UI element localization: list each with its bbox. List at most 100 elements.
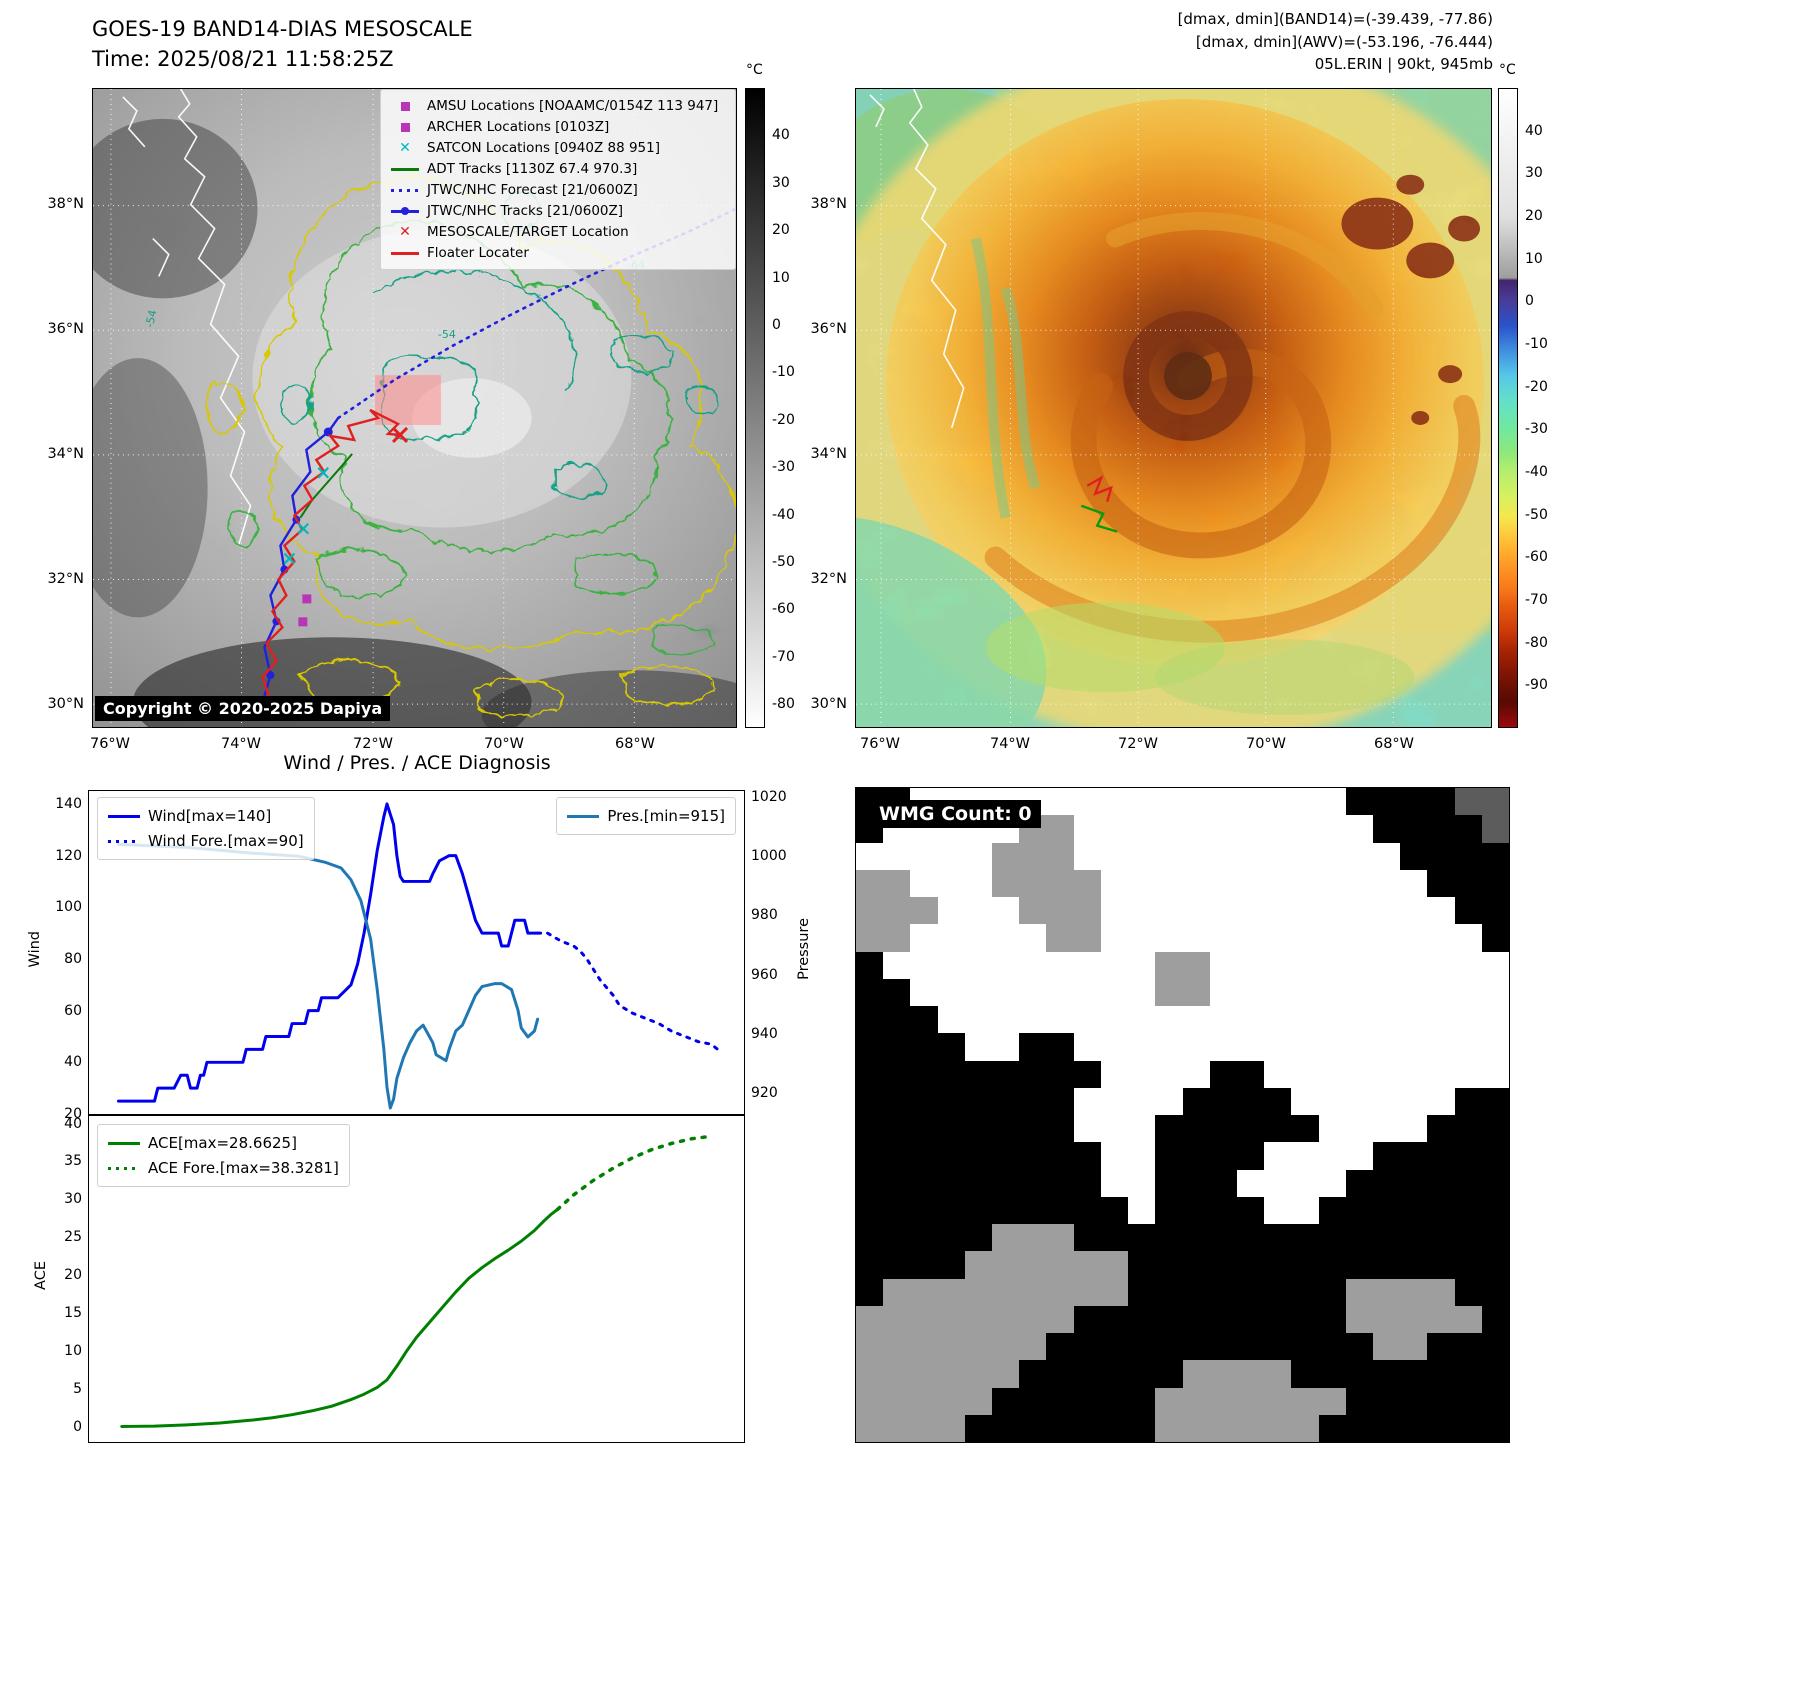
wmg-cell — [1100, 1087, 1129, 1115]
lat-tick-label: 30°N — [47, 696, 84, 712]
wmg-cell — [1264, 1169, 1292, 1197]
wmg-cell — [964, 1006, 993, 1034]
wmg-cell — [1019, 1224, 1047, 1252]
wmg-cell — [1236, 978, 1265, 1006]
wmg-cell — [1128, 1169, 1156, 1197]
satcon-markers — [283, 467, 330, 565]
wmg-cell — [1128, 1360, 1156, 1388]
wmg-cell — [1100, 1196, 1129, 1224]
legend-label: ACE Fore.[max=38.3281] — [148, 1159, 339, 1177]
wmg-cell — [1454, 897, 1482, 925]
legend-label: AMSU Locations [NOAAMC/0154Z 113 947] — [427, 98, 719, 114]
wmg-cell — [1481, 1169, 1509, 1197]
graticule — [856, 89, 1491, 727]
line-marker — [391, 162, 419, 176]
y-tick-label: 20 — [64, 1106, 82, 1122]
wmg-cell — [856, 1278, 884, 1306]
wmg-cell — [1073, 1087, 1101, 1115]
wmg-cell — [1454, 1333, 1482, 1361]
wmg-cell — [1291, 1033, 1319, 1061]
wmg-cell — [992, 897, 1020, 925]
wmg-cell — [1454, 1251, 1482, 1279]
wmg-cell — [1264, 1414, 1292, 1442]
wmg-cell — [1318, 1333, 1346, 1361]
wind-pressure-chart: Wind[max=140] Wind Fore.[max=90] Pres.[mi… — [27, 789, 812, 1122]
map-legend-item: ✕ MESOSCALE/TARGET Location — [391, 222, 725, 242]
colorbar-tick-label: 30 — [772, 174, 790, 191]
wmg-cell — [937, 897, 965, 925]
wmg-cell — [1481, 1305, 1509, 1333]
wmg-cell — [1400, 1033, 1428, 1061]
wmg-cell — [1182, 897, 1210, 925]
wmg-cell — [1264, 1196, 1292, 1224]
wmg-cell — [1073, 1033, 1101, 1061]
wmg-cell — [1481, 842, 1509, 870]
wmg-cell — [1128, 788, 1156, 816]
pressure-axis-label: Pressure — [796, 917, 812, 980]
series-ace — [120, 1208, 559, 1428]
wmg-cell — [1236, 869, 1265, 897]
wmg-cell — [1400, 1278, 1428, 1306]
wmg-cell — [1100, 1333, 1129, 1361]
wmg-count-label: WMG Count: 0 — [870, 800, 1041, 828]
y-tick-label: 30 — [64, 1191, 82, 1208]
wmg-cell — [964, 897, 993, 925]
y-tick-label: 1000 — [751, 848, 787, 865]
wmg-cell — [1128, 1006, 1156, 1034]
wmg-cell — [1291, 1115, 1319, 1143]
wmg-cell — [1291, 1087, 1319, 1115]
wmg-cell — [883, 842, 911, 870]
lat-tick-label: 30°N — [810, 696, 847, 712]
pres-legend-item: Pres.[min=915] — [567, 804, 725, 828]
wmg-cell — [937, 1360, 965, 1388]
wmg-cell — [1128, 1387, 1156, 1415]
wmg-cell — [1046, 978, 1074, 1006]
wmg-cell — [883, 1251, 911, 1279]
wmg-cell — [937, 1414, 965, 1442]
wmg-cell — [1427, 1142, 1455, 1170]
wmg-cell — [1046, 1142, 1074, 1170]
wmg-cell — [1372, 951, 1401, 979]
wmg-cell — [1427, 978, 1455, 1006]
wmg-cell — [1019, 1196, 1047, 1224]
wmg-cell — [1454, 1142, 1482, 1170]
diagnosis-chart-title: Wind / Pres. / ACE Diagnosis — [283, 752, 551, 774]
y-tick-label: 10 — [64, 1343, 82, 1360]
wmg-cell — [1264, 1387, 1292, 1415]
wmg-cell — [1046, 1387, 1074, 1415]
wmg-cell — [1400, 1251, 1428, 1279]
wmg-cell — [1209, 1169, 1237, 1197]
wmg-cell — [1236, 951, 1265, 979]
wmg-cell — [1372, 1278, 1401, 1306]
wmg-cell — [1318, 951, 1346, 979]
dotted-marker — [108, 1161, 140, 1175]
dotted-marker — [108, 834, 140, 848]
wmg-cell — [1182, 1033, 1210, 1061]
wmg-cell — [1454, 842, 1482, 870]
wmg-cell — [1400, 1305, 1428, 1333]
wmg-cell — [1454, 978, 1482, 1006]
wmg-cell — [1372, 1333, 1401, 1361]
wmg-cell — [992, 1305, 1020, 1333]
wmg-cell — [1073, 1278, 1101, 1306]
colorbar-tick-label: -70 — [1525, 592, 1548, 608]
wmg-cell — [856, 924, 884, 952]
ace-legend: ACE[max=28.6625] ACE Fore.[max=38.3281] — [97, 1124, 350, 1187]
colorbar-unit: °C — [1499, 62, 1516, 78]
line-swatch — [567, 814, 600, 818]
wmg-cell — [1128, 978, 1156, 1006]
wmg-cell — [1372, 1033, 1401, 1061]
wmg-cell — [1100, 1006, 1129, 1034]
colorbar-tick-label: 10 — [772, 269, 790, 286]
lon-tick-label: 68°W — [614, 736, 656, 752]
legend-label: ACE[max=28.6625] — [148, 1134, 297, 1152]
colorbar-tick-label: -80 — [772, 696, 795, 713]
wmg-cell — [1209, 1387, 1237, 1415]
wmg-cell — [1345, 1360, 1373, 1388]
wmg-cell — [856, 1305, 884, 1333]
line-marker — [567, 809, 600, 823]
wmg-cell — [1155, 788, 1183, 816]
square-marker — [391, 120, 419, 134]
amsu-archer-markers — [298, 594, 312, 627]
wmg-cell — [1427, 1414, 1455, 1442]
